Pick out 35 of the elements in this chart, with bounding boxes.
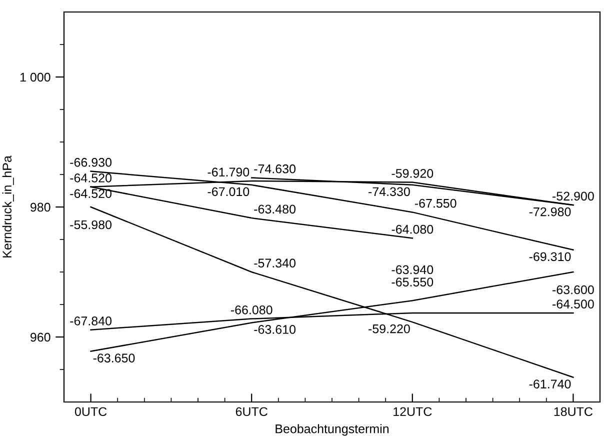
annotation: -67.010 (208, 187, 250, 196)
annotation: -63.610 (254, 325, 296, 334)
annotation: -63.600 (552, 285, 594, 294)
annotation: -57.340 (254, 258, 296, 268)
annotation: -66.930 (70, 158, 112, 167)
annotation: -52.900 (552, 192, 594, 201)
annotation: -61.740 (529, 380, 571, 388)
x-axis-title: Beobachtungstermin (276, 424, 389, 436)
y-tick-label: 980 (30, 202, 50, 212)
annotation: -72.980 (529, 207, 571, 216)
annotation: -64.520 (70, 174, 112, 182)
annotation: -74.630 (254, 164, 296, 174)
annotation: -74.330 (368, 187, 410, 196)
annotation: -63.650 (93, 354, 135, 362)
annotation: -67.840 (70, 316, 112, 326)
annotation: -61.790 (208, 168, 250, 177)
annotation: -63.940 (392, 265, 434, 274)
annotation: -59.920 (392, 168, 434, 178)
annotation: -59.220 (368, 324, 410, 334)
x-tick-label: 6UTC (236, 407, 268, 416)
x-tick-label: 12UTC (394, 407, 432, 416)
annotation: -69.310 (529, 252, 571, 262)
y-axis-title: Kerndruck_in_hPa (2, 156, 14, 258)
annotation: -63.480 (254, 204, 296, 214)
annotation: -64.500 (552, 300, 594, 308)
annotation: -64.080 (392, 224, 434, 234)
annotation: -66.080 (230, 305, 272, 314)
annotation: -67.550 (414, 198, 456, 208)
annotation: -65.550 (392, 278, 434, 286)
x-tick-label: 0UTC (74, 407, 107, 416)
annotation: -64.520 (70, 189, 112, 198)
y-tick-label: 1 000 (20, 72, 50, 82)
x-tick-label: 18UTC (554, 407, 593, 416)
y-tick-label: 960 (30, 332, 50, 342)
annotation: -55.980 (70, 220, 112, 230)
